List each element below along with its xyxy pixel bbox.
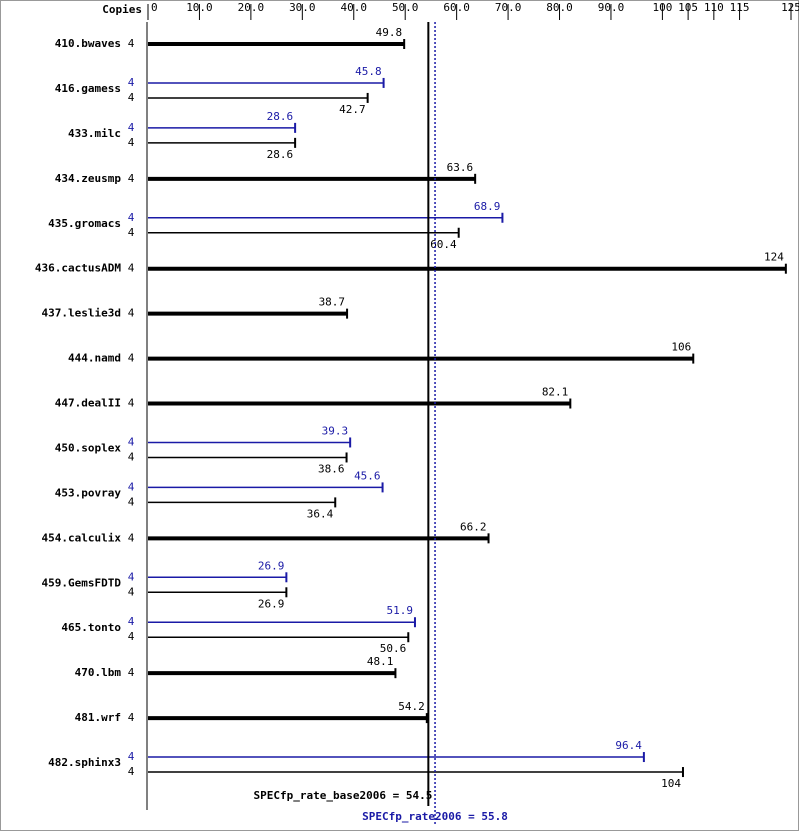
copies-label: 4 <box>128 397 135 410</box>
value-label: 51.9 <box>386 604 413 617</box>
value-label: 124 <box>764 251 784 264</box>
x-tick-label: 115 <box>730 1 750 14</box>
value-label: 50.6 <box>380 642 407 655</box>
copies-label: 4 <box>128 37 135 50</box>
copies-label: 4 <box>128 666 135 679</box>
benchmark-label: 444.namd <box>68 352 121 365</box>
value-label: 54.2 <box>398 700 425 713</box>
copies-label: 4 <box>128 615 135 628</box>
x-tick-label: 110 <box>704 1 724 14</box>
value-label: 42.7 <box>339 103 366 116</box>
copies-header: Copies <box>102 3 142 16</box>
reference-label: SPECfp_rate_base2006 = 54.5 <box>254 789 433 802</box>
benchmark-label: 447.dealII <box>55 397 121 410</box>
copies-label: 4 <box>128 211 135 224</box>
value-label: 26.9 <box>258 597 285 610</box>
x-tick-label: 50.0 <box>392 1 419 14</box>
value-label: 96.4 <box>615 739 642 752</box>
copies-label: 4 <box>128 480 135 493</box>
value-label: 26.9 <box>258 559 285 572</box>
x-tick-label: 0 <box>151 1 158 14</box>
value-label: 28.6 <box>267 110 294 123</box>
benchmark-label: 459.GemsFDTD <box>42 576 122 589</box>
value-label: 38.7 <box>319 296 346 309</box>
copies-label: 4 <box>128 531 135 544</box>
benchmark-label: 410.bwaves <box>55 37 121 50</box>
x-tick-label: 60.0 <box>443 1 470 14</box>
x-tick-label: 70.0 <box>495 1 522 14</box>
x-tick-label: 100 <box>652 1 672 14</box>
copies-label: 4 <box>128 91 135 104</box>
benchmark-label: 453.povray <box>55 486 122 499</box>
copies-label: 4 <box>128 570 135 583</box>
x-tick-label: 40.0 <box>341 1 368 14</box>
copies-label: 4 <box>128 585 135 598</box>
copies-label: 4 <box>128 630 135 643</box>
benchmark-label: 416.gamess <box>55 82 121 95</box>
copies-label: 4 <box>128 495 135 508</box>
value-label: 63.6 <box>447 161 474 174</box>
value-label: 45.8 <box>355 65 382 78</box>
copies-label: 4 <box>128 172 135 185</box>
copies-label: 4 <box>128 450 135 463</box>
copies-label: 4 <box>128 352 135 365</box>
benchmark-label: 436.cactusADM <box>35 262 121 275</box>
value-label: 39.3 <box>322 424 349 437</box>
value-label: 36.4 <box>307 507 334 520</box>
x-tick-label: 90.0 <box>598 1 625 14</box>
benchmark-label: 433.milc <box>68 127 121 140</box>
x-tick-label: 125 <box>781 1 799 14</box>
value-label: 66.2 <box>460 520 487 533</box>
value-label: 68.9 <box>474 200 501 213</box>
value-label: 49.8 <box>376 26 403 39</box>
benchmark-label: 434.zeusmp <box>55 172 122 185</box>
value-label: 38.6 <box>318 462 345 475</box>
x-tick-label: 30.0 <box>289 1 316 14</box>
copies-label: 4 <box>128 136 135 149</box>
benchmark-label: 435.gromacs <box>48 217 121 230</box>
benchmark-label: 470.lbm <box>75 666 122 679</box>
benchmark-label: 482.sphinx3 <box>48 756 121 769</box>
value-label: 82.1 <box>542 386 569 399</box>
value-label: 28.6 <box>267 148 294 161</box>
copies-label: 4 <box>128 262 135 275</box>
copies-label: 4 <box>128 121 135 134</box>
reference-label: SPECfp_rate2006 = 55.8 <box>362 810 508 823</box>
benchmark-label: 450.soplex <box>55 441 122 454</box>
copies-label: 4 <box>128 765 135 778</box>
x-tick-label: 80.0 <box>546 1 573 14</box>
copies-label: 4 <box>128 226 135 239</box>
copies-label: 4 <box>128 435 135 448</box>
value-label: 48.1 <box>367 655 394 668</box>
benchmark-label: 481.wrf <box>75 711 121 724</box>
copies-label: 4 <box>128 750 135 763</box>
benchmark-label: 465.tonto <box>61 621 121 634</box>
copies-label: 4 <box>128 307 135 320</box>
value-label: 60.4 <box>430 238 457 251</box>
copies-label: 4 <box>128 711 135 724</box>
value-label: 104 <box>661 777 681 790</box>
x-tick-label: 105 <box>678 1 698 14</box>
benchmark-label: 437.leslie3d <box>42 307 121 320</box>
x-tick-label: 20.0 <box>238 1 265 14</box>
copies-label: 4 <box>128 76 135 89</box>
benchmark-label: 454.calculix <box>42 531 122 544</box>
value-label: 106 <box>671 341 691 354</box>
x-tick-label: 10.0 <box>186 1 213 14</box>
value-label: 45.6 <box>354 469 381 482</box>
